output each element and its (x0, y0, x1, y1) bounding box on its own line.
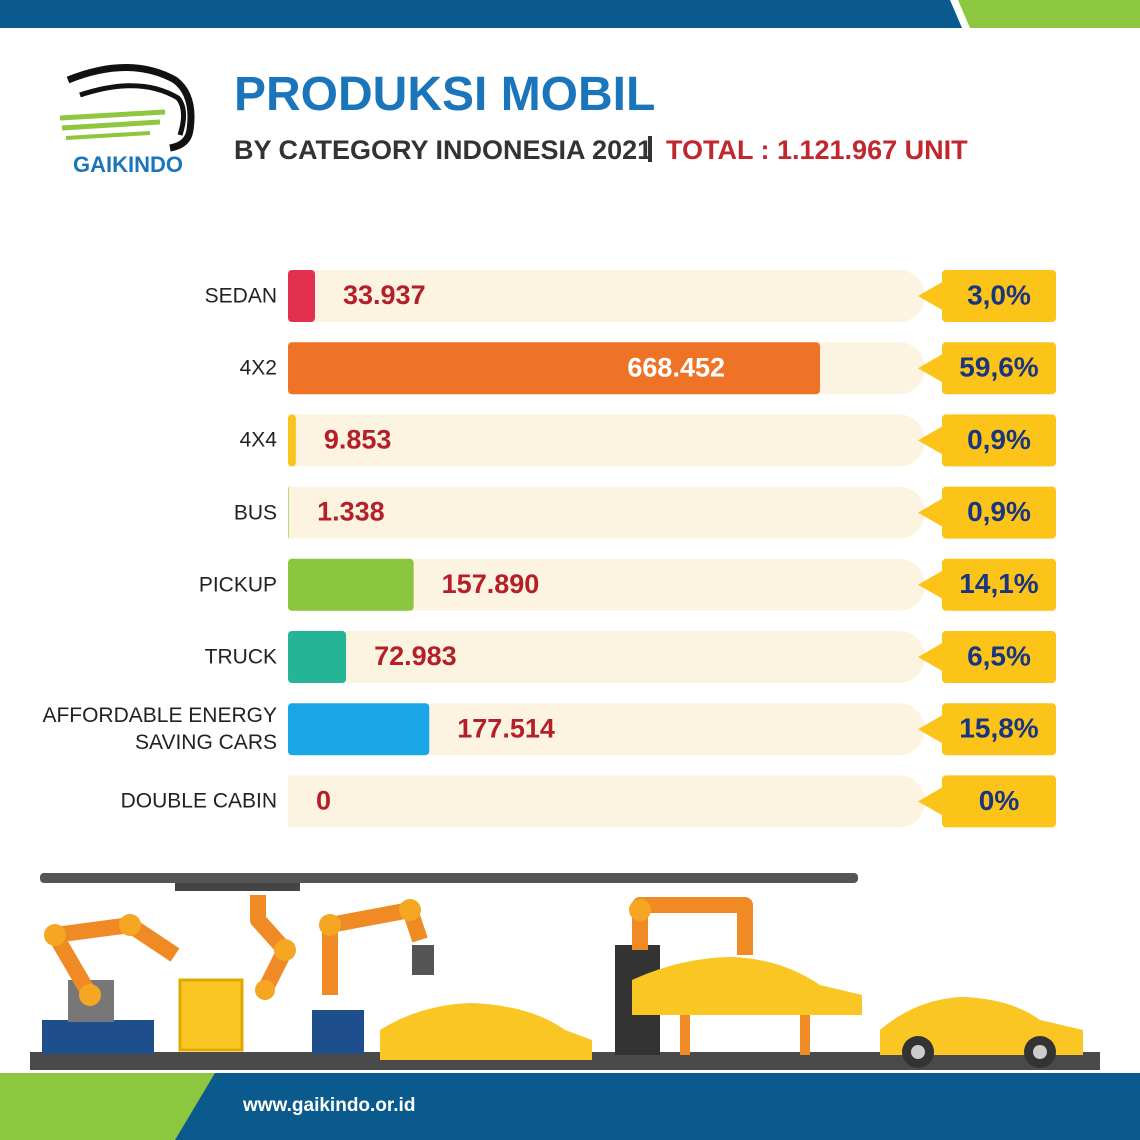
category-label: 4X2 (239, 356, 277, 380)
share-label: 59,6% (959, 352, 1038, 383)
bar-track (288, 486, 925, 539)
share-badge-notch (918, 786, 944, 817)
share-badge-notch (918, 425, 944, 456)
share-label: 0,9% (967, 496, 1031, 527)
value-label: 668.452 (627, 352, 725, 382)
share-label: 0,9% (967, 424, 1031, 455)
category-label: 4X4 (239, 428, 277, 452)
share-badge (942, 414, 1056, 467)
bar (288, 486, 290, 539)
category-label: BUS (233, 501, 277, 525)
bar-track (288, 775, 925, 828)
share-badge (942, 270, 1056, 322)
share-badge (942, 703, 1056, 756)
bar-track (288, 270, 925, 322)
share-badge-notch (918, 281, 944, 311)
top-accent (958, 0, 1140, 28)
share-label: 15,8% (959, 713, 1038, 744)
share-badge-notch (918, 714, 944, 745)
logo-text: GAIKINDO (73, 152, 183, 177)
share-badge (942, 486, 1056, 539)
bar-track (288, 631, 925, 683)
value-label: 1.338 (317, 497, 385, 527)
category-label: PICKUP (198, 573, 277, 597)
category-label: SEDAN (204, 284, 277, 308)
share-badge (942, 775, 1056, 828)
bar (288, 558, 414, 611)
top-band (0, 0, 962, 28)
bottom-accent (0, 1073, 215, 1140)
bar (288, 342, 820, 395)
bar (288, 703, 430, 756)
share-label: 3,0% (967, 279, 1031, 310)
value-label: 157.890 (442, 569, 540, 599)
bar (288, 414, 296, 467)
value-label: 33.937 (343, 280, 426, 310)
bar-track (288, 703, 925, 756)
share-label: 14,1% (959, 568, 1038, 599)
share-badge (942, 631, 1056, 683)
bar (288, 631, 347, 683)
bar-track (288, 414, 925, 467)
share-badge (942, 342, 1056, 395)
share-label: 6,5% (967, 640, 1031, 671)
share-badge-notch (918, 353, 944, 384)
category-label: AFFORDABLE ENERGY SAVING CARS (42, 704, 277, 755)
share-badge (942, 558, 1056, 611)
chart-subtitle: BY CATEGORY INDONESIA 2021 (234, 135, 652, 165)
value-label: 0 (316, 786, 331, 816)
share-badge-notch (918, 497, 944, 528)
category-label: TRUCK (204, 645, 277, 669)
category-label: DOUBLE CABIN (120, 789, 277, 813)
share-badge-notch (918, 642, 944, 672)
illustration (30, 873, 1100, 1070)
chart-title: PRODUKSI MOBIL (234, 68, 655, 121)
total-label: TOTAL : 1.121.967 UNIT (666, 135, 968, 165)
value-label: 9.853 (324, 425, 392, 455)
value-label: 72.983 (374, 641, 457, 671)
value-label: 177.514 (457, 713, 555, 743)
bar (288, 270, 316, 322)
logo: GAIKINDO (59, 64, 195, 177)
footer-url: www.gaikindo.or.id (242, 1095, 415, 1116)
bar-track (288, 558, 925, 611)
share-label: 0% (979, 785, 1020, 816)
share-badge-notch (918, 569, 944, 600)
